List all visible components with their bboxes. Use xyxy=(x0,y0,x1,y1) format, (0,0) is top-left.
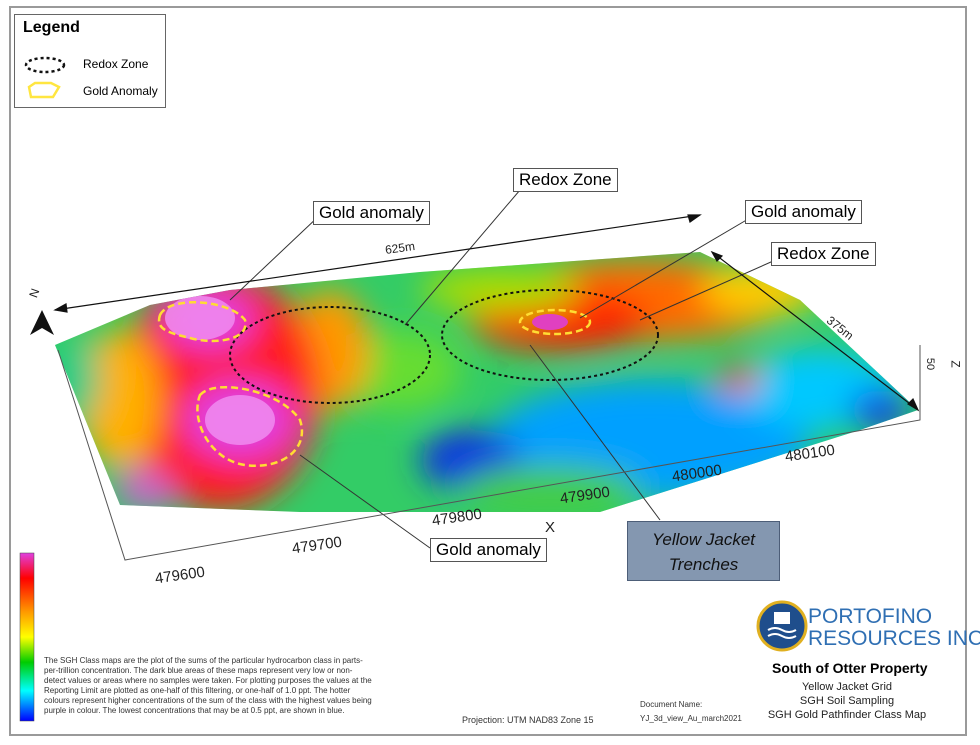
z-tick: 50 xyxy=(924,357,937,371)
subtitle-line: Yellow Jacket Grid xyxy=(801,681,893,693)
redox-zone-outlines xyxy=(229,289,659,404)
gold-anomaly-outlines xyxy=(157,301,592,468)
company-name: RESOURCES INC. xyxy=(808,627,980,650)
legend-symbols xyxy=(24,56,66,99)
document-label: Document Name: xyxy=(640,700,703,709)
property-title: South of Otter Property xyxy=(772,660,928,676)
callout-redox-zone: Redox Zone xyxy=(513,168,618,192)
trenches-line: Trenches xyxy=(668,555,739,574)
z-axis-label: Z xyxy=(948,360,963,368)
company-logo-icon xyxy=(756,600,808,652)
trenches-line: Yellow Jacket xyxy=(652,530,755,549)
figure-frame xyxy=(9,6,967,736)
subtitle-line: SGH Soil Sampling xyxy=(799,695,895,707)
x-axis-label: X xyxy=(545,519,556,536)
callout-redox-zone: Redox Zone xyxy=(771,242,876,266)
surface-colors xyxy=(55,252,918,512)
legend-item-gold: Gold Anomaly xyxy=(83,84,158,98)
callout-trenches: Yellow Jacket Trenches xyxy=(627,521,780,581)
callout-gold-anomaly: Gold anomaly xyxy=(313,201,430,225)
axis-box xyxy=(57,345,921,561)
legend: Legend Redox Zone Gold Anomaly xyxy=(14,14,166,108)
north-arrow-icon xyxy=(30,310,54,335)
document-name: YJ_3d_view_Au_march2021 xyxy=(640,714,742,723)
callout-gold-anomaly: Gold anomaly xyxy=(430,538,547,562)
color-scale-bar xyxy=(19,552,35,722)
redox-zone-symbol-icon xyxy=(24,56,66,74)
legend-item-redox: Redox Zone xyxy=(83,57,149,71)
dimension-lines xyxy=(53,214,920,412)
company-name: PORTOFINO xyxy=(808,605,933,628)
leader-lines xyxy=(229,189,781,549)
projection: Projection: UTM NAD83 Zone 15 xyxy=(462,715,594,725)
gold-anomaly-symbol-icon xyxy=(27,81,61,99)
subtitle-line: SGH Gold Pathfinder Class Map xyxy=(767,709,927,721)
legend-title: Legend xyxy=(23,19,80,36)
legend-note: The SGH Class maps are the plot of the s… xyxy=(44,656,372,715)
callout-gold-anomaly: Gold anomaly xyxy=(745,200,862,224)
